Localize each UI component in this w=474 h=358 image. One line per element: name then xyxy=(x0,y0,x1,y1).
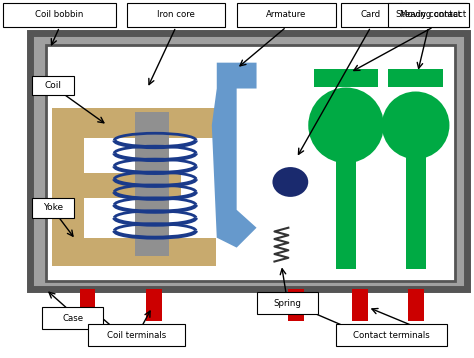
Bar xyxy=(288,289,304,321)
Bar xyxy=(388,69,444,87)
Bar xyxy=(336,155,356,270)
Bar xyxy=(52,108,216,138)
Text: Coil: Coil xyxy=(44,81,61,90)
Text: Card: Card xyxy=(361,10,381,19)
Bar xyxy=(42,307,103,329)
Text: Contact terminals: Contact terminals xyxy=(354,330,430,340)
Text: Steady contact: Steady contact xyxy=(396,10,461,19)
Bar xyxy=(336,324,447,346)
Bar xyxy=(314,69,378,87)
Bar xyxy=(88,324,185,346)
Bar xyxy=(52,173,181,198)
Text: Spring: Spring xyxy=(273,299,301,308)
Circle shape xyxy=(308,87,384,163)
Polygon shape xyxy=(212,63,256,248)
Bar xyxy=(256,292,318,314)
Bar xyxy=(341,3,401,27)
Bar xyxy=(237,3,336,27)
Bar xyxy=(52,238,216,266)
Circle shape xyxy=(382,92,449,159)
Bar xyxy=(135,112,169,256)
Bar xyxy=(80,289,95,321)
Bar xyxy=(388,3,469,27)
Bar xyxy=(406,155,426,270)
Bar xyxy=(30,33,467,289)
Bar xyxy=(46,45,456,281)
Text: Moving contact: Moving contact xyxy=(401,10,467,19)
Bar xyxy=(146,289,162,321)
Bar xyxy=(32,198,73,218)
Bar xyxy=(3,3,116,27)
Bar xyxy=(32,76,73,96)
Text: Case: Case xyxy=(62,314,83,323)
Bar xyxy=(408,289,424,321)
Bar xyxy=(52,108,83,262)
Text: Armature: Armature xyxy=(266,10,307,19)
Text: Coil bobbin: Coil bobbin xyxy=(36,10,84,19)
Ellipse shape xyxy=(273,167,308,197)
Bar xyxy=(400,3,467,27)
Text: Yoke: Yoke xyxy=(43,203,63,212)
Text: Iron core: Iron core xyxy=(157,10,195,19)
Bar xyxy=(128,3,225,27)
Bar xyxy=(352,289,368,321)
Text: Coil terminals: Coil terminals xyxy=(107,330,166,340)
